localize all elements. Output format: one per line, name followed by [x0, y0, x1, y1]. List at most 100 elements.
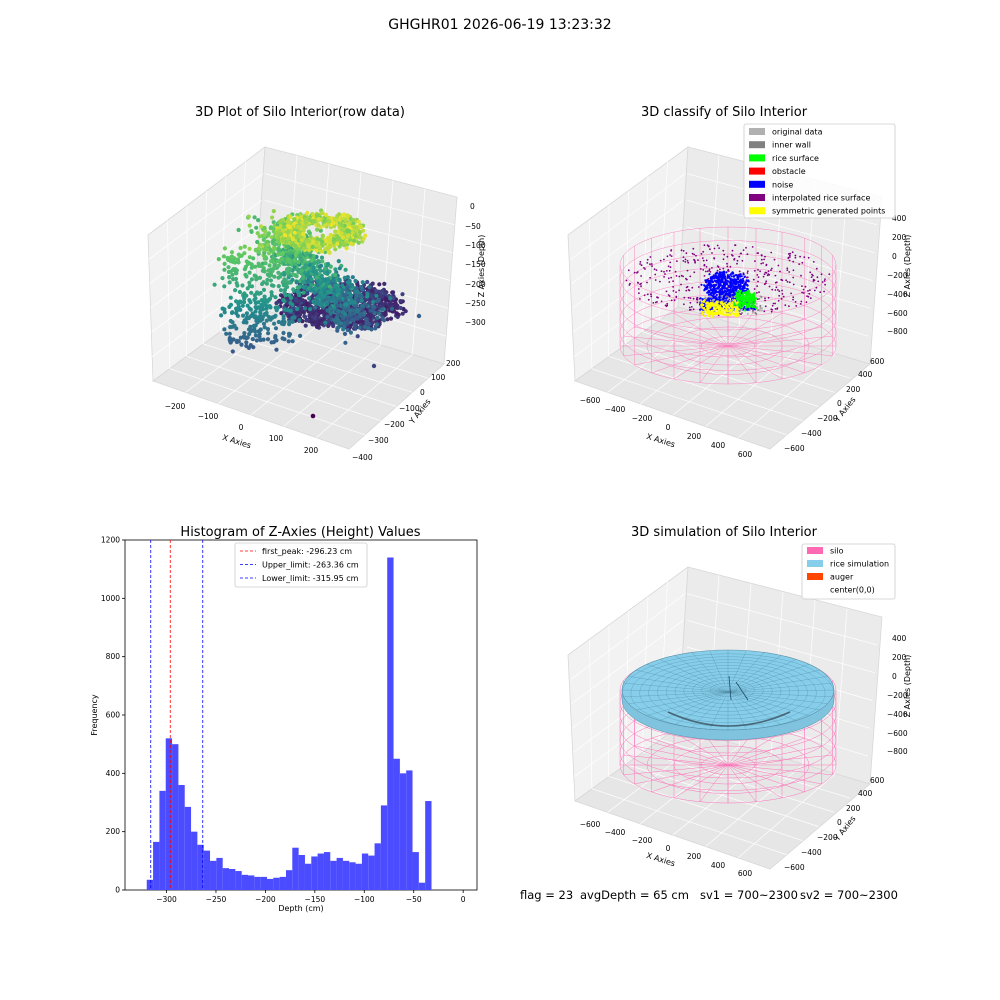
panel1-y-tick: −200: [384, 420, 405, 429]
panel2-legend-swatch: [749, 154, 765, 162]
panel2-legend-frame: [743, 123, 896, 219]
histogram-bar: [285, 870, 293, 890]
rice-surface-mesh-spoke: [709, 691, 729, 730]
panel2-legend-label: rice surface: [772, 154, 819, 163]
rice-surface-mesh-spoke: [727, 669, 820, 693]
histogram-y-axis-label: Frequency: [90, 694, 99, 736]
panel4-y-tick: −400: [801, 848, 822, 857]
auger-mark: [735, 681, 749, 701]
panel2-y-tick: 400: [858, 370, 873, 379]
histogram-bar: [222, 868, 230, 891]
panel1-x-tick-labels: −200 −100 0 100 200: [165, 402, 319, 455]
panel1-gridlines: [148, 155, 455, 438]
histogram-bar: [374, 843, 381, 890]
panel2-legend-label: interpolated rice surface: [772, 194, 870, 203]
panel2-z-tick: −200: [887, 271, 908, 280]
rice-surface-mesh-spoke: [709, 650, 729, 693]
histogram-bar: [399, 773, 407, 890]
panel2-z-tick: 400: [892, 214, 907, 223]
panel4-y-tick: −200: [817, 833, 838, 842]
histogram-x-ticks: −300 −250 −200 −150 −100 −50 0: [156, 890, 466, 904]
histogram-bars: [146, 557, 432, 891]
histogram-bar: [406, 770, 413, 890]
panel4-y-tick: 600: [870, 776, 885, 785]
histogram-bar: [146, 879, 154, 890]
panel4-z-tick: 0: [892, 672, 897, 681]
rice-surface-mesh-spoke: [628, 676, 729, 693]
panel2-floor-pane: [574, 306, 871, 450]
histogram-bar: [342, 860, 350, 890]
panel4-z-tick: −600: [887, 729, 908, 738]
rice-surface-mesh-spoke: [727, 664, 810, 693]
panel1-x-tick: −100: [198, 412, 219, 421]
panel1-y-tick-labels: −400 −300 −200 −100 0 100 200: [352, 359, 461, 462]
panel2-x-tick: 400: [711, 441, 726, 450]
panel4-legend-swatch: [807, 547, 823, 554]
panel1-y-tick: 0: [420, 388, 425, 397]
histogram-reference-lines: [150, 540, 204, 890]
panel4-y-axis-label: Y Axies: [832, 814, 858, 843]
panel2-x-tick: 600: [738, 450, 753, 459]
histogram-legend-label: Upper_limit: -263.36 cm: [262, 561, 359, 570]
histogram-bar: [273, 877, 280, 890]
panel2-y-tick-labels: −600 −400 −200 0 200 400 600: [784, 357, 885, 453]
histogram-bar: [184, 806, 192, 891]
histogram-bar: [153, 841, 160, 891]
histogram-bar: [235, 871, 242, 890]
panel-classify-3d: 3D classify of Silo Interior −600 −400 −…: [567, 105, 912, 459]
histogram-bar: [323, 852, 331, 890]
panel1-x-tick: 200: [304, 446, 319, 455]
panel1-y-tick: −400: [352, 453, 373, 462]
panel4-legend-swatch: [807, 586, 823, 593]
panel4-rice-surface: [621, 649, 835, 741]
footer-flag: flag = 23: [520, 888, 574, 902]
panel4-legend-swatch: [807, 560, 823, 567]
histogram-x-tick-label: 0: [461, 895, 466, 904]
panel4-x-tick: 200: [687, 852, 702, 861]
histogram-bar: [178, 785, 185, 890]
panel-raw-3d: 3D Plot of Silo Interior(row data) −200 …: [147, 105, 486, 462]
rice-surface-mesh-spoke: [646, 691, 729, 716]
histogram-x-axis-label: Depth (cm): [278, 904, 323, 913]
panel2-z-tick-labels: 400 200 0 −200 −400 −600 −800: [887, 214, 908, 336]
histogram-bar: [418, 882, 426, 890]
panel2-y-tick: −200: [817, 414, 838, 423]
panel1-y-tick: −300: [368, 436, 389, 445]
histogram-bar: [292, 847, 299, 890]
panel4-legend: silo rice simulation auger center(0,0): [801, 543, 896, 600]
footer-sv2: sv2 = 700~2300: [800, 888, 898, 902]
rice-surface-mesh-spoke: [727, 676, 828, 693]
histogram-legend: first_peak: -296.23 cm Upper_limit: -263.…: [234, 542, 368, 588]
panel1-z-tick: −150: [465, 260, 486, 269]
panel1-x-tick: −200: [165, 402, 186, 411]
panel2-silo-wireframe: [619, 226, 837, 385]
rice-surface-mesh-spoke: [727, 655, 782, 693]
rice-surface-mesh-spoke: [621, 689, 729, 693]
panel1-y-tick: 100: [431, 373, 446, 382]
rice-surface-mesh-spoke: [727, 689, 835, 693]
panel4-title: 3D simulation of Silo Interior: [631, 525, 818, 540]
histogram-bar: [254, 876, 261, 891]
histogram-y-tick-label: 1000: [101, 594, 120, 603]
rice-surface-mesh-spoke: [727, 682, 833, 693]
histogram-y-tick-label: 600: [106, 711, 121, 720]
panel1-z-tick-labels: 0 −50 −100 −150 −200 −250 −300: [465, 202, 486, 327]
panel2-legend: original data inner wall rice surface obsta…: [743, 123, 896, 219]
panel1-z-tick: −200: [465, 280, 486, 289]
histogram-bar: [304, 863, 312, 890]
histogram-bar: [159, 790, 166, 890]
panel4-y-tick: −600: [784, 863, 805, 872]
rice-surface-mesh-spoke: [636, 691, 729, 711]
rice-surface-mesh-spoke: [628, 691, 729, 704]
panel4-x-tick-labels: −600 −400 −200 0 200 400 600: [580, 820, 753, 878]
panel4-y-tick: 400: [858, 789, 873, 798]
panel1-title: 3D Plot of Silo Interior(row data): [195, 105, 405, 120]
panel4-x-tick: 0: [666, 844, 671, 853]
panel2-points: [625, 244, 831, 319]
figure-title: GHGHR01 2026-06-19 13:23:32: [388, 17, 612, 33]
histogram-x-tick-label: −200: [255, 895, 276, 904]
panel2-x-axis-label: X Axies: [645, 432, 676, 449]
histogram-bar: [355, 863, 362, 890]
histogram-x-tick-label: −50: [406, 895, 422, 904]
